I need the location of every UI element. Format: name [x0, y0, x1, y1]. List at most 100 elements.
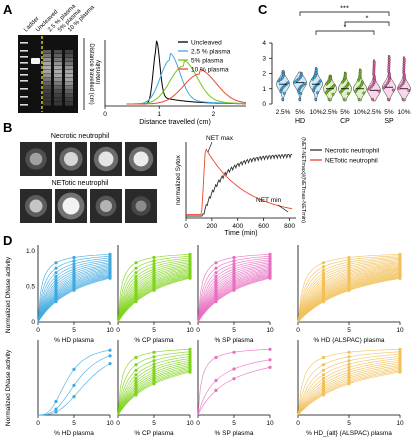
c-point — [343, 76, 347, 80]
d-fit-curve — [117, 358, 191, 416]
d-point — [232, 285, 236, 290]
d-fit-curve — [117, 254, 191, 323]
d-point — [398, 268, 402, 272]
c-point — [362, 91, 366, 95]
d-point — [347, 365, 351, 369]
a-xtick-label: 0 — [103, 111, 107, 118]
d-point — [232, 377, 236, 381]
d-point — [72, 283, 76, 287]
b-xlabel: Time (min) — [224, 230, 257, 237]
d-xtick-label: 10 — [396, 327, 404, 334]
d-xtick-label: 5 — [232, 327, 236, 334]
d-point — [152, 271, 156, 275]
c-point — [360, 80, 364, 84]
d-fit-curve — [297, 257, 401, 323]
d-point — [347, 269, 351, 273]
d-point — [134, 391, 138, 395]
gel-ladder-band — [20, 62, 28, 64]
c-point — [388, 74, 391, 78]
c-point — [314, 84, 318, 88]
d-fit-curve — [297, 272, 401, 323]
c-xtick-label: 2.5% — [323, 109, 338, 116]
b-legend-label: NETotic neutrophil — [325, 158, 378, 165]
d-point — [108, 273, 112, 277]
c-point — [326, 81, 330, 85]
d-xtick-label: 10 — [186, 327, 194, 334]
d-fit-curve — [297, 271, 401, 323]
c-point — [312, 89, 316, 93]
d-point — [134, 271, 138, 275]
d-point — [134, 386, 138, 390]
d-point — [321, 281, 326, 285]
d-point — [134, 300, 138, 304]
c-xtick-label: 5% — [295, 109, 305, 116]
d-fit-curve — [197, 259, 271, 323]
c-point — [372, 64, 376, 68]
d-point — [398, 261, 402, 265]
d-point — [321, 276, 326, 280]
d-point — [214, 271, 218, 275]
d-point — [108, 259, 112, 263]
c-point — [387, 65, 391, 69]
gel-smear-band — [54, 94, 62, 98]
d-point — [188, 272, 192, 276]
a-legend-label: 10 % plasma — [191, 67, 229, 74]
d-point — [321, 285, 326, 290]
c-point — [358, 69, 362, 72]
d-point — [232, 281, 236, 285]
d-point — [398, 347, 402, 351]
d-fit-curve — [297, 370, 401, 416]
d-point — [347, 260, 351, 264]
a-legend-label: 5% plasma — [191, 58, 224, 65]
c-point — [402, 57, 406, 61]
d-point — [214, 292, 218, 296]
d-fit-curve — [297, 259, 401, 323]
d-point — [152, 264, 156, 269]
d-point — [347, 359, 351, 363]
gel-smear-band — [65, 62, 73, 66]
d-point — [188, 264, 192, 268]
c-point — [298, 86, 302, 90]
d-xlabel: % HD plasma — [54, 337, 94, 344]
c-point — [372, 62, 376, 66]
d-fit-curve — [297, 366, 401, 416]
d-point — [268, 365, 272, 369]
c-point — [284, 82, 288, 86]
d-point — [134, 266, 138, 270]
d-point — [232, 350, 236, 354]
d-point — [54, 274, 58, 279]
d-fit-curve — [117, 371, 191, 416]
panel-letter-d: D — [3, 233, 13, 248]
c-xtick-label: 2.5% — [276, 109, 291, 116]
c-point — [299, 92, 303, 96]
c-point — [316, 91, 320, 95]
c-point — [343, 74, 347, 78]
d-point — [232, 262, 236, 266]
d-point — [347, 264, 351, 268]
b-cell-image — [55, 189, 87, 223]
d-point — [108, 265, 112, 269]
c-point — [402, 73, 406, 77]
d-point — [188, 265, 192, 269]
c-violin — [367, 59, 381, 102]
d-fit-curve — [37, 254, 111, 323]
d-point — [214, 281, 218, 285]
d-point — [108, 274, 112, 279]
c-point — [314, 71, 318, 74]
b-cell-halo — [25, 195, 47, 217]
d-fit-curve — [297, 363, 401, 416]
d-fit-curve — [38, 363, 111, 416]
c-sig-label: *** — [340, 4, 349, 13]
d-fit-curve — [117, 276, 191, 323]
d-point — [398, 274, 402, 278]
c-point — [281, 75, 285, 78]
d-point — [268, 258, 272, 262]
gel-lane-10: 10 % plasma — [67, 4, 96, 33]
c-point — [345, 84, 348, 88]
d-point — [152, 280, 156, 284]
gel-band-uncleaved — [31, 58, 40, 64]
d-fit-curve — [297, 348, 401, 416]
c-point — [402, 64, 406, 68]
d-fit-curve — [197, 274, 271, 323]
